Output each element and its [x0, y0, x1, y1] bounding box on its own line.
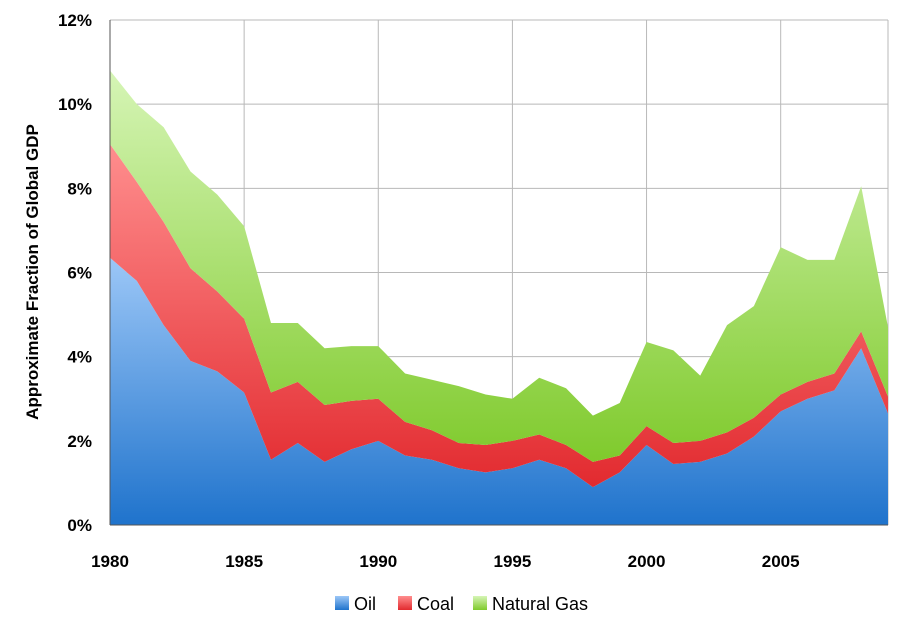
legend-swatch: [398, 596, 412, 610]
x-tick-label: 2000: [628, 552, 666, 571]
coal-area: [110, 144, 888, 488]
natural-gas-area: [110, 70, 888, 462]
x-tick-label: 1990: [359, 552, 397, 571]
y-tick-labels: 0% 2% 4% 6% 8% 10% 12%: [58, 11, 92, 535]
y-tick-label: 10%: [58, 95, 92, 114]
series-areas: [110, 70, 888, 525]
legend-swatch: [335, 596, 349, 610]
x-tick-label: 2005: [762, 552, 800, 571]
y-tick-label: 4%: [67, 348, 92, 367]
y-tick-label: 12%: [58, 11, 92, 30]
x-tick-label: 1980: [91, 552, 129, 571]
legend: Oil Coal Natural Gas: [335, 594, 588, 614]
legend-label: Oil: [354, 594, 376, 614]
x-tick-label: 1985: [225, 552, 263, 571]
y-tick-label: 6%: [67, 264, 92, 283]
x-tick-labels: 1980 1985 1990 1995 2000 2005: [91, 552, 800, 571]
oil-area: [110, 257, 888, 525]
axes: [109, 20, 888, 526]
y-tick-label: 8%: [67, 179, 92, 198]
legend-label: Coal: [417, 594, 454, 614]
y-tick-label: 0%: [67, 516, 92, 535]
y-tick-label: 2%: [67, 432, 92, 451]
legend-label: Natural Gas: [492, 594, 588, 614]
x-tick-label: 1995: [493, 552, 531, 571]
legend-swatch: [473, 596, 487, 610]
y-axis-label: Approximate Fraction of Global GDP: [23, 124, 42, 420]
